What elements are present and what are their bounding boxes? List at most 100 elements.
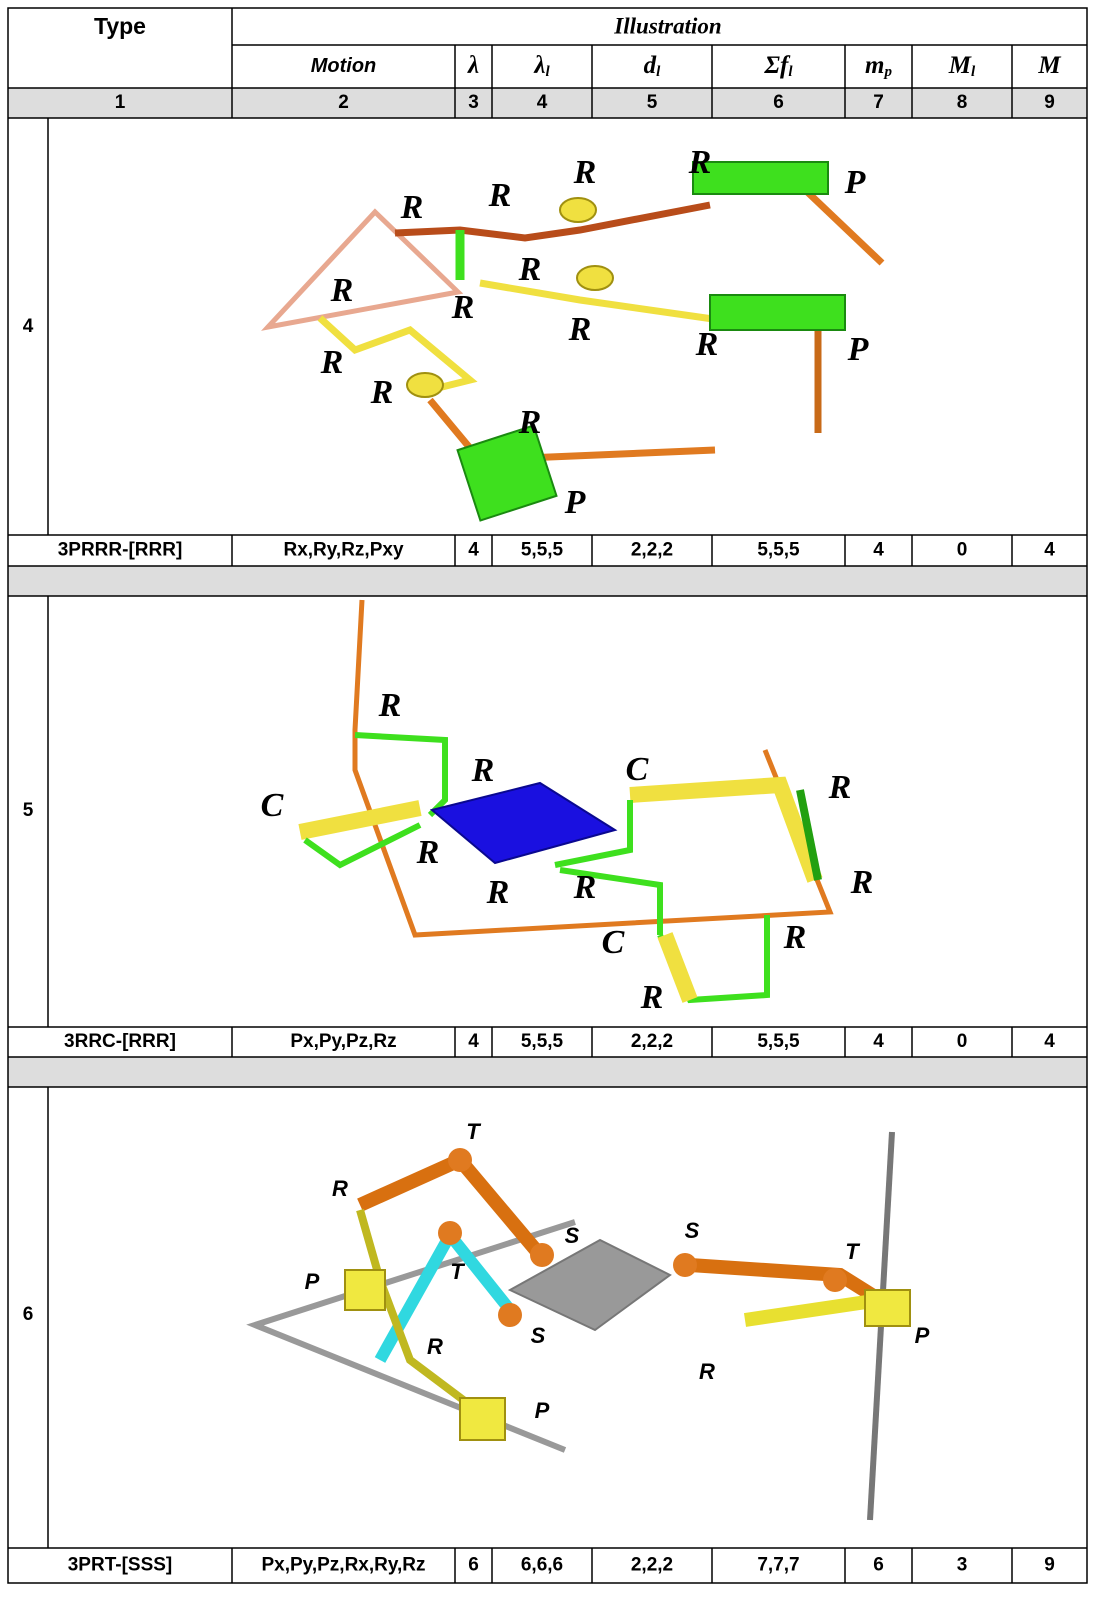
table-cell: 4 — [873, 540, 884, 561]
table-cell: 5,5,5 — [521, 1031, 564, 1052]
illustration-5 — [298, 599, 834, 1004]
joint-label: R — [573, 154, 597, 191]
joint-label: R — [828, 769, 852, 806]
column-header: mp — [865, 52, 892, 81]
column-number: 9 — [1044, 92, 1055, 113]
joint-label: P — [915, 1323, 930, 1348]
joint-label: C — [626, 751, 649, 788]
symbol: M — [948, 52, 972, 79]
column-header: M — [1037, 52, 1061, 79]
joint-label: S — [565, 1223, 580, 1248]
joint-label: R — [332, 1176, 348, 1201]
symbol: Motion — [311, 55, 377, 77]
table-cell: 0 — [957, 540, 968, 561]
symbol: λ — [533, 52, 545, 79]
column-number: 1 — [115, 92, 126, 113]
table-cell: 5,5,5 — [521, 540, 564, 561]
joint-label: R — [518, 404, 542, 441]
column-header: λl — [533, 52, 550, 81]
subscript: l — [656, 64, 661, 80]
column-number: 7 — [873, 92, 884, 113]
symbol: Σf — [764, 52, 791, 79]
joint-label: R — [568, 311, 592, 348]
column-number: 5 — [647, 92, 658, 113]
illustration-6 — [246, 1131, 911, 1521]
illustration-4 — [261, 161, 885, 522]
joint-label: R — [320, 344, 344, 381]
table-frame — [7, 7, 1088, 1584]
joint-label: R — [471, 752, 495, 789]
subscript: l — [545, 64, 550, 80]
joint-label: S — [685, 1218, 700, 1243]
table-cell: 5,5,5 — [757, 1031, 800, 1052]
joint-label: T — [466, 1119, 481, 1144]
column-number: 6 — [773, 92, 784, 113]
joint-label: R — [378, 687, 402, 724]
joint-label: R — [640, 979, 664, 1016]
symbol: m — [865, 52, 884, 79]
table-cell: 4 — [873, 1031, 884, 1052]
subscript: p — [882, 64, 892, 80]
column-number: 8 — [957, 92, 968, 113]
joint-label: R — [518, 251, 542, 288]
joint-label: R — [486, 874, 510, 911]
joint-label: R — [400, 189, 424, 226]
symbol: λ — [467, 52, 479, 79]
table-cell: 2,2,2 — [631, 540, 673, 561]
joint-label: T — [845, 1239, 860, 1264]
joint-label: R — [488, 177, 512, 214]
row-id: 4 — [23, 316, 34, 337]
column-header: Motion — [311, 55, 377, 77]
header-type: Type — [94, 13, 146, 39]
joint-label: C — [602, 924, 625, 961]
subscript: l — [788, 64, 793, 80]
joint-label: R — [416, 834, 440, 871]
joint-label: S — [531, 1323, 546, 1348]
table-cell: 2,2,2 — [631, 1031, 673, 1052]
table-cell: 4 — [468, 540, 479, 561]
table-cell: 3 — [957, 1555, 968, 1576]
table-cell: 4 — [1044, 1031, 1055, 1052]
column-number: 2 — [338, 92, 349, 113]
table-cell: 0 — [957, 1031, 968, 1052]
joint-label: R — [688, 144, 712, 181]
column-header: Ml — [948, 52, 976, 81]
joint-label: R — [695, 326, 719, 363]
table-cell: 6 — [468, 1555, 479, 1576]
table-cell: 3PRT-[SSS] — [68, 1555, 173, 1576]
joint-label: C — [261, 787, 284, 824]
joint-label: R — [573, 869, 597, 906]
joint-label: P — [305, 1269, 320, 1294]
joint-label: R — [427, 1334, 443, 1359]
table-cell: 6,6,6 — [521, 1555, 563, 1576]
joint-label: R — [850, 864, 874, 901]
table-cell: 5,5,5 — [757, 540, 800, 561]
joint-label: P — [844, 164, 866, 201]
column-header: λ — [467, 52, 479, 79]
row-id: 5 — [23, 800, 34, 821]
table-cell: 4 — [1044, 540, 1055, 561]
joint-label: R — [370, 374, 394, 411]
joint-label: P — [847, 331, 869, 368]
table-cell: 3RRC-[RRR] — [64, 1031, 176, 1052]
table-cell: 3PRRR-[RRR] — [58, 540, 183, 561]
column-header: dl — [644, 52, 662, 81]
table-cell: 2,2,2 — [631, 1555, 673, 1576]
header-illustration: Illustration — [613, 13, 721, 38]
table-cell: Px,Py,Pz,Rz — [290, 1031, 396, 1052]
joint-label: R — [451, 289, 475, 326]
table-cell: 6 — [873, 1555, 884, 1576]
table-cell: Px,Py,Pz,Rx,Ry,Rz — [261, 1555, 425, 1576]
row-id: 6 — [23, 1304, 34, 1325]
subscript: l — [971, 64, 976, 80]
table-cell: 9 — [1044, 1555, 1055, 1576]
joint-label: R — [783, 919, 807, 956]
symbol: d — [644, 52, 657, 79]
joint-label: T — [450, 1259, 465, 1284]
column-number: 3 — [468, 92, 479, 113]
joint-label: P — [564, 484, 586, 521]
table-cell: 7,7,7 — [757, 1555, 799, 1576]
table-cell: Rx,Ry,Rz,Pxy — [283, 540, 403, 561]
table-cell: 4 — [468, 1031, 479, 1052]
